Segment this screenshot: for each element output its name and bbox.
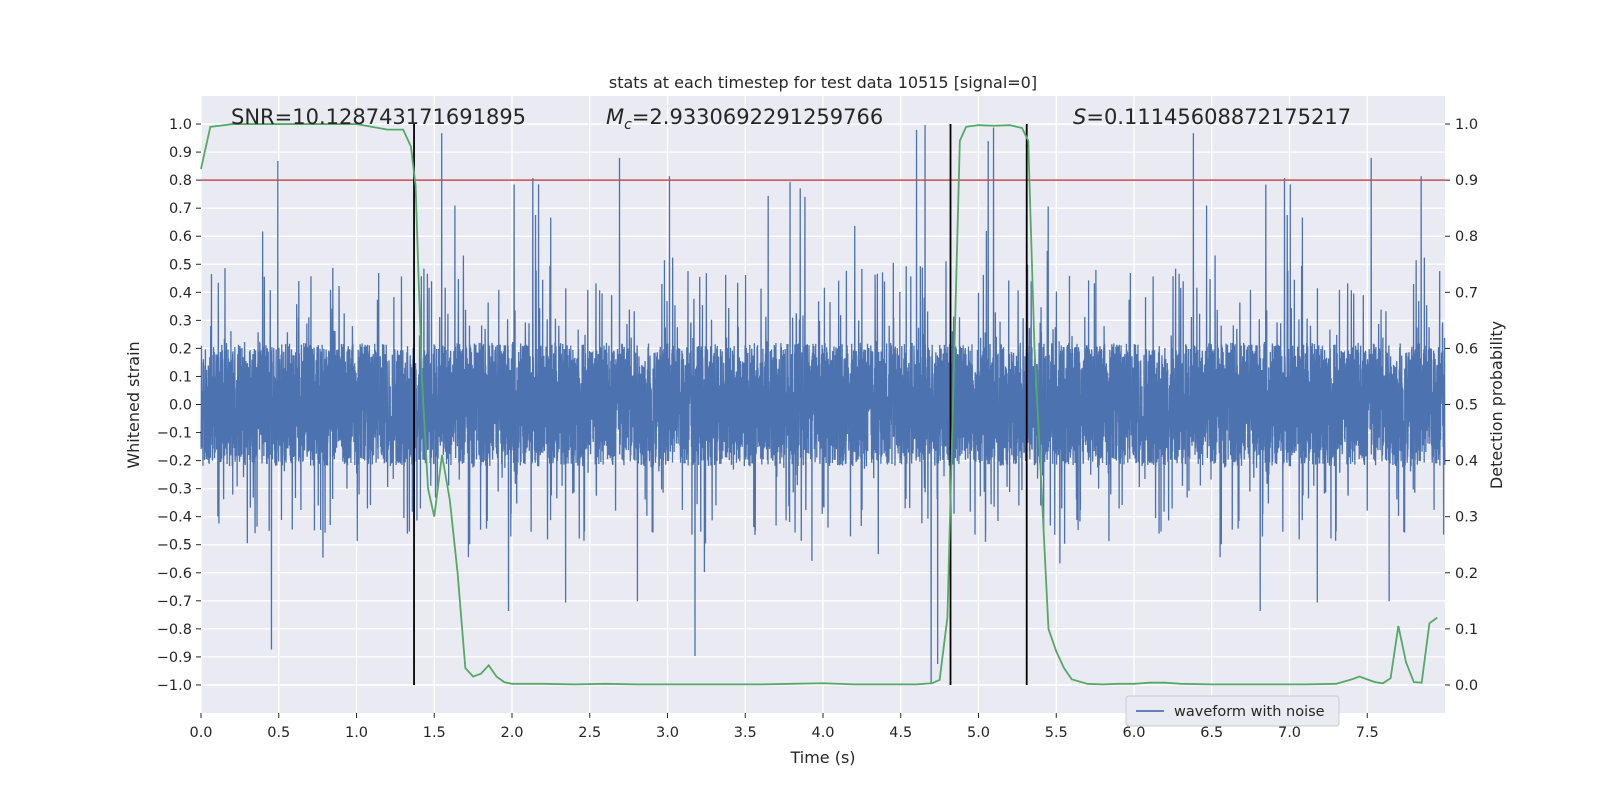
y-left-axis-label: Whitened strain (124, 341, 143, 468)
y-right-axis-ticks: 1.0 0.9 0.8 0.7 0.6 0.5 0.4 0.3 0.2 0.1 0.0 (1445, 117, 1478, 694)
x-tick-label: 4.5 (889, 725, 912, 741)
y-right-tick-label: 0.3 (1455, 510, 1478, 526)
y-left-tick-label: −0.3 (157, 482, 192, 498)
y-left-axis-ticks: 1.0 0.9 0.8 0.7 0.6 0.5 0.4 0.3 0.2 0.1 0.0 −0.1 −0.… (157, 117, 201, 694)
y-left-tick-label: −0.2 (157, 454, 192, 470)
y-left-tick-label: 0.6 (169, 229, 192, 245)
y-right-tick-label: 0.1 (1455, 622, 1478, 638)
legend-box (1125, 695, 1340, 727)
x-tick-label: 0.0 (189, 725, 212, 741)
x-tick-label: 0.5 (267, 725, 290, 741)
x-tick-label: 4.0 (811, 725, 834, 741)
y-left-tick-label: −0.7 (157, 594, 192, 610)
waveform-line (200, 125, 1446, 684)
chirp-mass-value: =2.9330692291259766 (632, 105, 883, 129)
y-left-tick-label: −1.0 (157, 678, 192, 694)
detection-probability-line (200, 123, 1438, 686)
legend: waveform with noise (1125, 695, 1340, 727)
s-value: =0.11145608872175217 (1086, 105, 1351, 129)
y-right-tick-label: 0.7 (1455, 285, 1478, 301)
y-right-tick-label: 0.6 (1455, 341, 1478, 357)
y-left-tick-label: −0.6 (157, 566, 192, 582)
y-left-tick-label: −0.1 (157, 426, 192, 442)
x-tick-label: 6.0 (1122, 725, 1145, 741)
s-annotation: S=0.11145608872175217 (1073, 105, 1351, 129)
y-left-tick-label: 0.3 (169, 313, 192, 329)
y-right-tick-label: 0.9 (1455, 173, 1478, 189)
chirp-mass-subscript: c (624, 117, 632, 133)
y-left-tick-label: 0.7 (169, 201, 192, 217)
x-tick-label: 2.5 (578, 725, 601, 741)
y-left-tick-label: 1.0 (169, 117, 192, 133)
y-left-tick-label: 0.2 (169, 341, 192, 357)
chart-title: stats at each timestep for test data 105… (609, 73, 1037, 92)
s-symbol: S (1073, 105, 1086, 129)
y-left-tick-label: −0.8 (157, 622, 192, 638)
y-right-tick-label: 0.4 (1455, 454, 1478, 470)
y-left-tick-label: −0.9 (157, 650, 192, 666)
y-left-tick-label: 0.0 (169, 398, 192, 414)
x-tick-label: 5.5 (1045, 725, 1068, 741)
y-right-axis-label: Detection probability (1487, 321, 1506, 489)
x-tick-label: 5.0 (967, 725, 990, 741)
y-left-tick-label: 0.4 (169, 285, 192, 301)
y-left-tick-label: 0.9 (169, 145, 192, 161)
y-right-tick-label: 1.0 (1455, 117, 1478, 133)
x-axis-label: Time (s) (789, 748, 855, 767)
vertical-markers (413, 124, 1028, 685)
y-right-tick-label: 0.8 (1455, 229, 1478, 245)
x-tick-label: 7.5 (1356, 725, 1379, 741)
waveform-series (200, 125, 1446, 684)
y-left-tick-label: 0.1 (169, 369, 192, 385)
snr-annotation: SNR=10.128743171691895 (231, 105, 526, 129)
y-left-tick-label: −0.5 (157, 538, 192, 554)
x-tick-label: 1.5 (423, 725, 446, 741)
chirp-mass-symbol: M (606, 105, 624, 129)
x-axis-ticks: 0.0 0.5 1.0 1.5 2.0 2.5 3.0 3.5 4.0 4.5 5.0 5.5 6.0 6… (189, 713, 1379, 741)
y-left-tick-label: 0.5 (169, 257, 192, 273)
x-tick-label: 1.0 (345, 725, 368, 741)
legend-label-waveform: waveform with noise (1174, 704, 1325, 720)
y-right-tick-label: 0.2 (1455, 566, 1478, 582)
chirp-mass-annotation: Mc=2.9330692291259766 (606, 105, 883, 133)
x-tick-label: 2.0 (500, 725, 523, 741)
x-tick-label: 3.5 (734, 725, 757, 741)
y-right-tick-label: 0.5 (1455, 398, 1478, 414)
y-left-tick-label: −0.4 (157, 510, 192, 526)
x-tick-label: 3.0 (656, 725, 679, 741)
y-left-tick-label: 0.8 (169, 173, 192, 189)
y-right-tick-label: 0.0 (1455, 678, 1478, 694)
x-tick-label: 6.5 (1200, 725, 1223, 741)
x-tick-label: 7.0 (1278, 725, 1301, 741)
